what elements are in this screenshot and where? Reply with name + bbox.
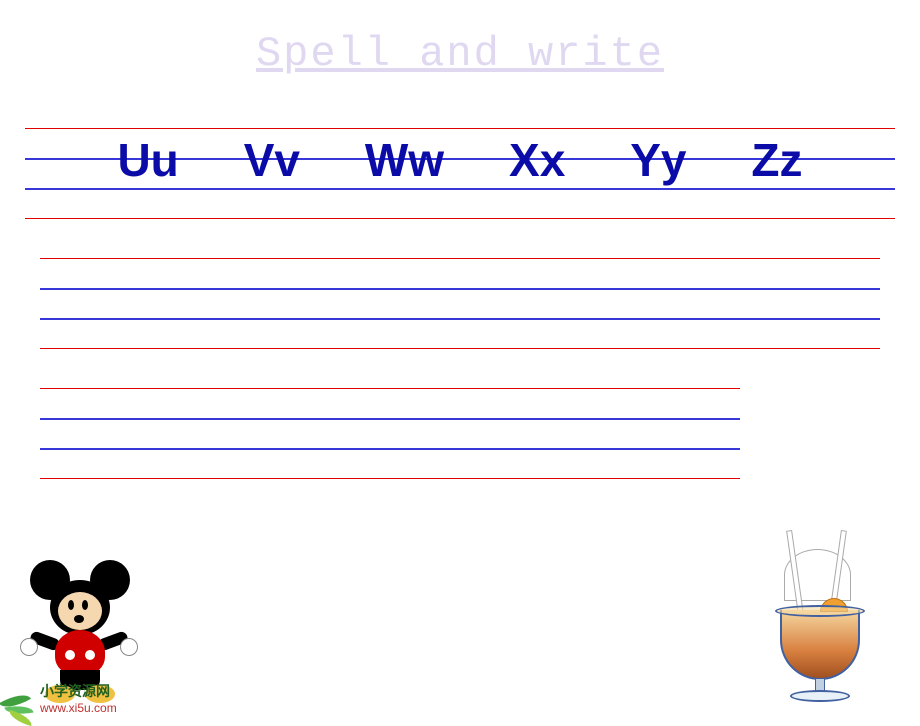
- guideline-bottom: [40, 348, 880, 349]
- watermark: 小学资源网 www.xi5u.com: [0, 681, 117, 715]
- guideline-top: [40, 258, 880, 259]
- letter-row: Uu Vv Ww Xx Yy Zz: [25, 128, 895, 218]
- letter-pair: Vv: [244, 130, 300, 190]
- guideline-mid-upper: [40, 418, 740, 420]
- guideline-mid-upper: [40, 288, 880, 290]
- letter-pair: Yy: [630, 130, 686, 190]
- drink-glass-icon: [750, 510, 890, 710]
- guideline-top: [40, 388, 740, 389]
- watermark-url: www.xi5u.com: [40, 701, 117, 715]
- writing-block-3: [40, 388, 740, 478]
- letter-pair: Ww: [365, 130, 444, 190]
- page-title: Spell and write: [0, 30, 920, 78]
- letter-pair: Zz: [751, 130, 802, 190]
- letter-pair: Uu: [117, 130, 178, 190]
- watermark-title: 小学资源网: [40, 681, 117, 701]
- guideline-mid-lower: [40, 318, 880, 320]
- guideline-bottom: [40, 478, 740, 479]
- guideline-bottom: [25, 218, 895, 219]
- guideline-mid-lower: [40, 448, 740, 450]
- letter-pair: Xx: [509, 130, 565, 190]
- writing-block-1: Uu Vv Ww Xx Yy Zz: [25, 128, 895, 218]
- writing-block-2: [40, 258, 880, 348]
